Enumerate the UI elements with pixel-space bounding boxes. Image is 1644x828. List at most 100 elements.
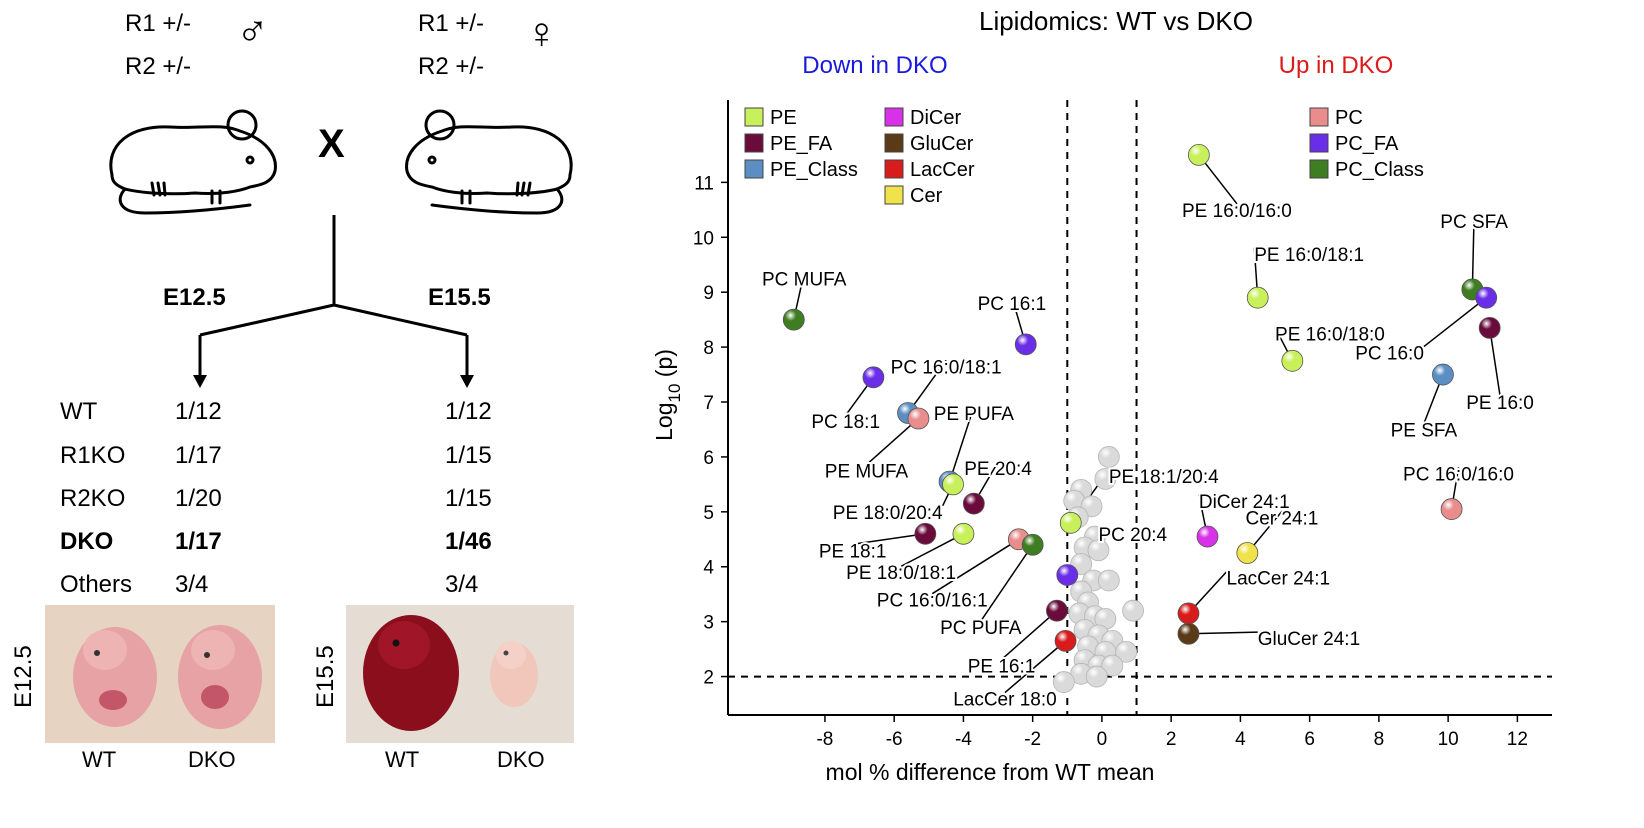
point-label: Cer 24:1 bbox=[1246, 508, 1319, 529]
point-label: PC 16:0/18:1 bbox=[891, 357, 1002, 378]
y-tick-label: 2 bbox=[703, 668, 714, 689]
photo-e15-left-caption: WT bbox=[385, 747, 420, 772]
lipid-point bbox=[1478, 316, 1501, 339]
legend-swatch bbox=[884, 133, 904, 153]
x-tick-label: 0 bbox=[1097, 729, 1108, 750]
ratio-e12-value: 1/20 bbox=[175, 485, 222, 512]
ratio-e12-value: 1/17 bbox=[175, 442, 222, 469]
label-leader bbox=[1004, 640, 1067, 694]
legend-label: DiCer bbox=[910, 107, 961, 129]
point-label: PC MUFA bbox=[762, 269, 847, 290]
label-leader bbox=[1488, 327, 1501, 397]
lipid-point bbox=[1236, 542, 1259, 564]
x-tick-label: 8 bbox=[1374, 729, 1385, 750]
legend-swatch bbox=[884, 159, 904, 179]
point-label: PC 16:0/16:0 bbox=[1403, 464, 1514, 485]
x-tick-label: 12 bbox=[1507, 729, 1528, 750]
point-label: PC 16:0 bbox=[1355, 344, 1424, 365]
point-label: PE 20:4 bbox=[964, 459, 1032, 480]
point-label: PC 16:1 bbox=[978, 294, 1047, 315]
ratio-row-label: WT bbox=[60, 398, 98, 425]
label-leader bbox=[865, 417, 919, 466]
y-label-tail: (p) bbox=[651, 349, 677, 384]
y-label-sub: 10 bbox=[665, 384, 684, 403]
ns-point bbox=[1097, 569, 1120, 592]
photo-stage-e15: E15.5 bbox=[312, 645, 339, 708]
ratio-e12-value: 1/17 bbox=[175, 528, 222, 555]
legend-swatch bbox=[744, 133, 764, 153]
lipid-point bbox=[942, 473, 964, 496]
lipid-point bbox=[1177, 602, 1200, 625]
ratio-e12-value: 3/4 bbox=[175, 571, 209, 598]
legend-label: GluCer bbox=[910, 133, 974, 155]
point-label: PC PUFA bbox=[940, 618, 1022, 639]
lipid-point bbox=[1475, 286, 1498, 309]
lipid-point bbox=[952, 522, 975, 545]
ratio-e15-value: 1/46 bbox=[445, 528, 492, 555]
lipid-point bbox=[1059, 511, 1082, 534]
legend-swatch bbox=[1309, 133, 1329, 153]
embryo-photo-e12 bbox=[45, 605, 275, 743]
lipid-point bbox=[1440, 498, 1463, 520]
legend-label: PC bbox=[1335, 107, 1363, 129]
y-tick-label: 6 bbox=[703, 448, 714, 469]
ns-point bbox=[1085, 665, 1108, 688]
ratio-row-label: R1KO bbox=[60, 442, 126, 469]
ratio-e12-value: 1/12 bbox=[175, 398, 222, 425]
stage-e15-label: E15.5 bbox=[428, 284, 491, 311]
lipid-point bbox=[914, 522, 937, 545]
legend-swatch bbox=[884, 107, 904, 127]
label-leader bbox=[1001, 610, 1058, 661]
point-label: PE 16:1 bbox=[968, 657, 1036, 678]
legend-swatch bbox=[744, 107, 764, 127]
legend-label: LacCer bbox=[910, 159, 975, 181]
lipid-point bbox=[782, 308, 805, 331]
up-annotation: Up in DKO bbox=[1279, 52, 1394, 79]
lipid-point bbox=[1021, 533, 1044, 556]
label-leader bbox=[948, 406, 975, 482]
lipid-point bbox=[1432, 363, 1454, 386]
lipid-point bbox=[1281, 349, 1304, 372]
lipid-point bbox=[1014, 333, 1037, 356]
point-label: PE SFA bbox=[1391, 420, 1458, 441]
ratio-row-label: Others bbox=[60, 571, 133, 598]
ns-point bbox=[1101, 654, 1124, 677]
point-label: PE 16:0/16:0 bbox=[1182, 201, 1292, 222]
legend-label: PE bbox=[770, 107, 797, 129]
photo-e12-right-caption: DKO bbox=[188, 747, 236, 772]
cross-arrows bbox=[193, 215, 474, 388]
male-r1-genotype: R1 +/- bbox=[125, 10, 192, 37]
point-label: LacCer 18:0 bbox=[953, 690, 1057, 711]
lipid-point bbox=[1177, 622, 1200, 645]
point-label: PE 16:0/18:1 bbox=[1254, 245, 1364, 266]
embryo-photo-e15 bbox=[346, 605, 574, 743]
photo-e12-left-caption: WT bbox=[82, 747, 117, 772]
label-leader bbox=[852, 533, 926, 546]
label-leader bbox=[1188, 631, 1258, 635]
x-tick-label: 10 bbox=[1438, 729, 1459, 750]
cross-symbol: X bbox=[318, 122, 345, 166]
y-tick-label: 8 bbox=[703, 338, 714, 359]
point-label: PE 18:1 bbox=[819, 541, 887, 562]
point-label: PE MUFA bbox=[825, 462, 909, 483]
label-leader bbox=[980, 544, 1034, 622]
y-tick-label: 7 bbox=[703, 393, 714, 414]
legend-swatch bbox=[884, 185, 904, 205]
ns-point bbox=[1097, 446, 1120, 468]
female-r2-genotype: R2 +/- bbox=[418, 53, 485, 80]
ratio-e15-value: 3/4 bbox=[445, 571, 479, 598]
ns-point bbox=[1115, 640, 1138, 663]
point-label: PE 18:1/20:4 bbox=[1109, 467, 1219, 488]
stage-e12-label: E12.5 bbox=[163, 284, 226, 311]
ns-point bbox=[1122, 599, 1144, 622]
lipid-point bbox=[1056, 564, 1079, 586]
lipid-point bbox=[1187, 144, 1210, 166]
x-tick-label: -8 bbox=[816, 729, 833, 750]
down-annotation: Down in DKO bbox=[802, 52, 947, 79]
label-leader bbox=[1471, 214, 1475, 290]
point-label: PC 18:1 bbox=[811, 412, 880, 433]
point-label: PC 16:0/16:1 bbox=[877, 591, 988, 612]
label-leader bbox=[1423, 297, 1487, 348]
lipid-point bbox=[1246, 286, 1269, 309]
y-label-base: Log bbox=[651, 403, 677, 441]
